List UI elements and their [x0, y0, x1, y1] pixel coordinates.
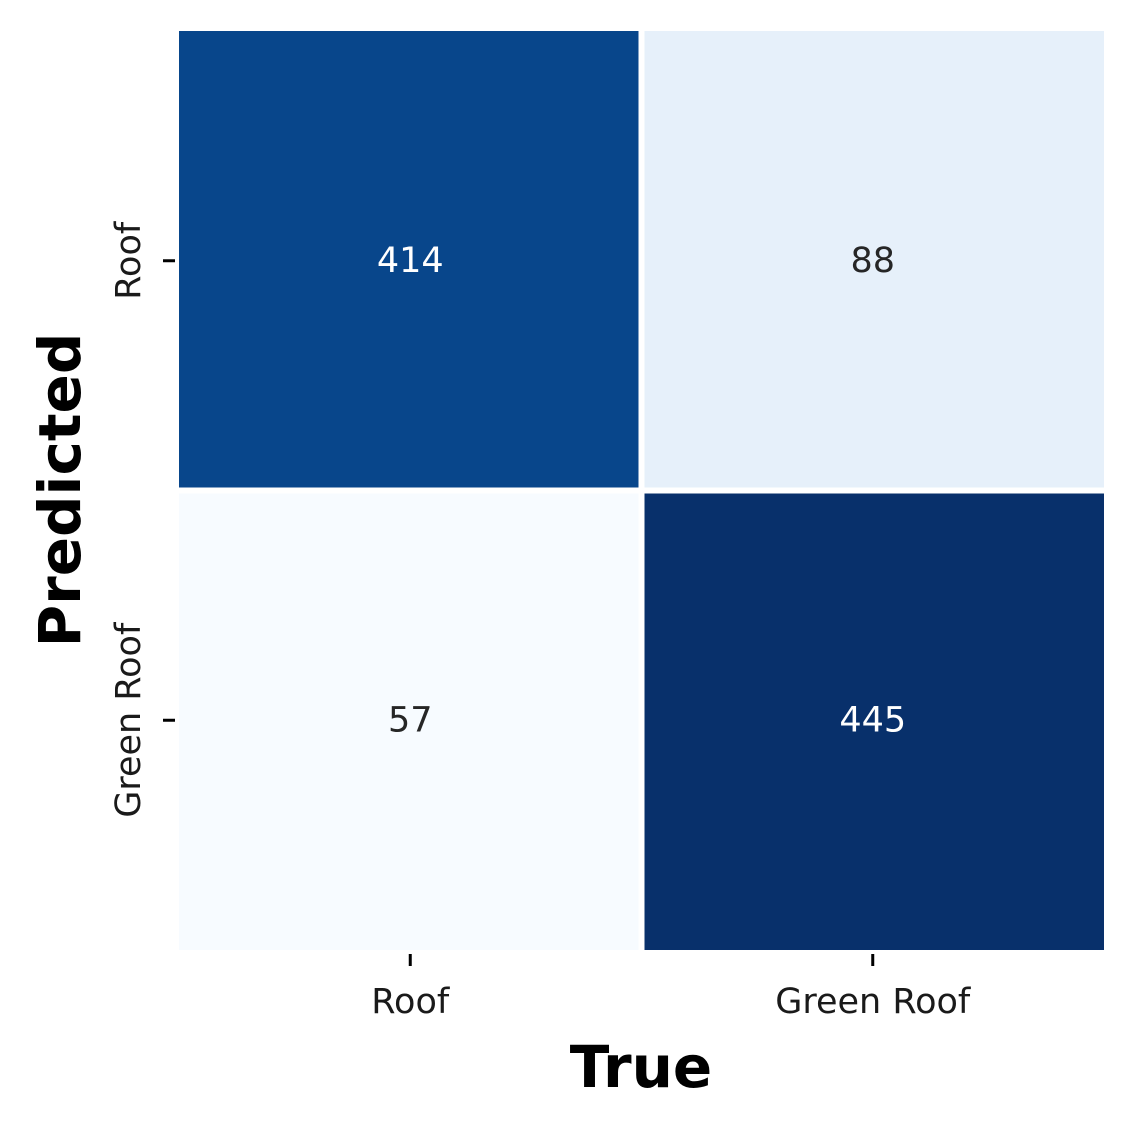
y-axis-ticks: Roof Green Roof — [109, 221, 175, 818]
cell-value-label: 57 — [388, 700, 433, 740]
y-tick-label: Green Roof — [109, 622, 149, 818]
heatmap-cell — [179, 31, 639, 488]
cell-value-label: 88 — [850, 241, 895, 281]
x-axis-title: True — [570, 1033, 712, 1101]
x-axis-ticks: Roof Green Roof — [371, 954, 971, 1022]
y-tick-label: Roof — [109, 221, 149, 300]
heatmap-cell — [644, 31, 1104, 488]
heatmap-cells — [179, 31, 1104, 950]
y-axis-title: Predicted — [26, 333, 94, 648]
x-tick-label: Roof — [371, 982, 450, 1022]
heatmap-cell — [179, 493, 639, 950]
cell-value-label: 414 — [377, 241, 444, 281]
cell-value-label: 445 — [839, 700, 906, 740]
cell-value-labels: 414 88 57 445 — [377, 241, 906, 741]
heatmap-cell — [644, 493, 1104, 950]
x-tick-label: Green Roof — [775, 982, 971, 1022]
